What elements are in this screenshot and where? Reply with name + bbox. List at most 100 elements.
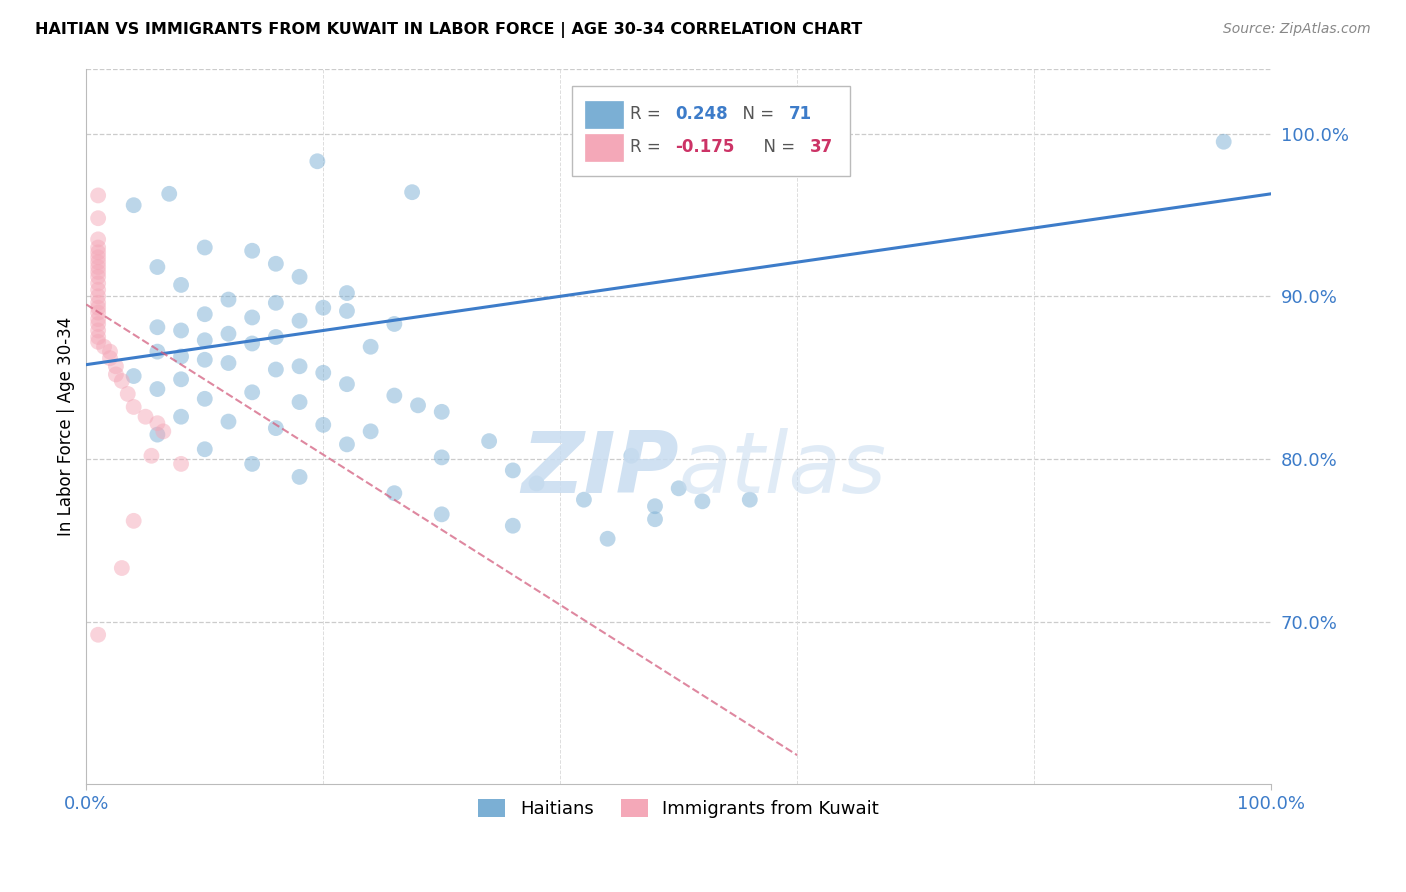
Point: [104, 368, 127, 382]
Point: [312, 301, 335, 315]
FancyBboxPatch shape: [585, 101, 623, 128]
Point: [135, 409, 157, 424]
Point: [382, 486, 405, 500]
Point: [122, 369, 145, 384]
Point: [87, 305, 110, 319]
Point: [111, 561, 134, 575]
Point: [240, 336, 263, 351]
Point: [87, 334, 110, 349]
Point: [478, 434, 501, 449]
Text: ZIP: ZIP: [522, 428, 679, 511]
Point: [87, 245, 110, 260]
Point: [240, 457, 263, 471]
Point: [87, 323, 110, 337]
Point: [87, 301, 110, 315]
Point: [502, 463, 524, 477]
Point: [157, 186, 180, 201]
Point: [288, 359, 311, 374]
Point: [217, 326, 239, 341]
Point: [87, 265, 110, 279]
Text: atlas: atlas: [679, 428, 887, 511]
Point: [170, 323, 193, 337]
FancyBboxPatch shape: [572, 87, 851, 176]
Point: [217, 415, 239, 429]
Point: [194, 240, 217, 254]
Text: 37: 37: [810, 138, 834, 156]
Point: [146, 344, 169, 359]
Point: [526, 476, 548, 491]
Point: [312, 417, 335, 432]
Point: [87, 188, 110, 202]
Point: [87, 260, 110, 274]
Text: N =: N =: [754, 138, 800, 156]
Point: [170, 457, 193, 471]
Point: [87, 312, 110, 326]
Point: [738, 492, 761, 507]
Point: [122, 514, 145, 528]
Point: [1212, 135, 1234, 149]
Text: R =: R =: [630, 105, 666, 123]
Point: [240, 385, 263, 400]
Point: [264, 330, 287, 344]
Point: [146, 382, 169, 396]
Point: [122, 198, 145, 212]
Point: [336, 437, 359, 451]
Text: Source: ZipAtlas.com: Source: ZipAtlas.com: [1223, 22, 1371, 37]
FancyBboxPatch shape: [585, 134, 623, 161]
Point: [87, 269, 110, 284]
Point: [87, 295, 110, 310]
Point: [146, 260, 169, 274]
Point: [117, 387, 139, 401]
Point: [122, 400, 145, 414]
Point: [87, 330, 110, 344]
Point: [87, 255, 110, 269]
Point: [87, 277, 110, 291]
Point: [596, 532, 619, 546]
Point: [87, 317, 110, 331]
Point: [668, 481, 690, 495]
Point: [146, 427, 169, 442]
Point: [360, 340, 382, 354]
Point: [430, 508, 453, 522]
Point: [93, 340, 115, 354]
Point: [87, 232, 110, 246]
Y-axis label: In Labor Force | Age 30-34: In Labor Force | Age 30-34: [58, 317, 75, 536]
Point: [146, 320, 169, 334]
Point: [360, 425, 382, 439]
Point: [87, 211, 110, 226]
Point: [104, 359, 127, 374]
Point: [111, 374, 134, 388]
Point: [336, 304, 359, 318]
Point: [87, 628, 110, 642]
Point: [264, 421, 287, 435]
Point: [217, 356, 239, 370]
Point: [240, 244, 263, 258]
Text: 71: 71: [789, 105, 813, 123]
Point: [288, 314, 311, 328]
Point: [401, 185, 423, 199]
Text: -0.175: -0.175: [675, 138, 734, 156]
Point: [572, 492, 595, 507]
Point: [336, 377, 359, 392]
Text: R =: R =: [630, 138, 666, 156]
Text: N =: N =: [733, 105, 779, 123]
Point: [141, 449, 163, 463]
Point: [288, 470, 311, 484]
Point: [194, 307, 217, 321]
Point: [430, 405, 453, 419]
Point: [307, 154, 329, 169]
Point: [644, 499, 666, 513]
Point: [170, 350, 193, 364]
Point: [87, 250, 110, 264]
Point: [98, 344, 121, 359]
Point: [146, 416, 169, 430]
Text: HAITIAN VS IMMIGRANTS FROM KUWAIT IN LABOR FORCE | AGE 30-34 CORRELATION CHART: HAITIAN VS IMMIGRANTS FROM KUWAIT IN LAB…: [35, 22, 862, 38]
Point: [312, 366, 335, 380]
Point: [288, 395, 311, 409]
Point: [170, 409, 193, 424]
Point: [382, 317, 405, 331]
Legend: Haitians, Immigrants from Kuwait: Haitians, Immigrants from Kuwait: [471, 792, 886, 825]
Point: [430, 450, 453, 465]
Point: [217, 293, 239, 307]
Point: [264, 257, 287, 271]
